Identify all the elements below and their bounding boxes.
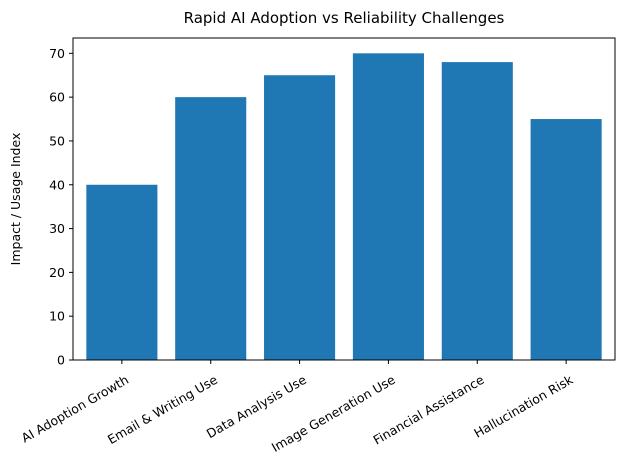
y-tick-label: 0 <box>57 353 65 368</box>
y-tick-label: 50 <box>49 133 65 148</box>
bar-image-generation-use <box>352 53 424 360</box>
y-tick-label: 30 <box>49 221 65 236</box>
bar-hallucination-risk <box>530 119 602 360</box>
y-axis: 0 10 20 30 40 50 60 70 <box>49 46 73 368</box>
bar-ai-adoption-growth <box>86 184 158 360</box>
bars-group <box>86 53 602 361</box>
bar-financial-assistance <box>441 62 513 360</box>
y-tick-label: 60 <box>49 90 65 105</box>
y-tick-label: 10 <box>49 309 65 324</box>
plot-frame <box>72 37 616 361</box>
bar-email-writing-use <box>175 97 247 361</box>
y-axis-label: Impact / Usage Index <box>8 133 23 266</box>
bar-data-analysis-use <box>264 75 336 360</box>
y-tick-label: 40 <box>49 177 65 192</box>
x-tick-label: Hallucination Risk <box>471 372 576 441</box>
y-tick-label: 20 <box>49 265 65 280</box>
y-tick-label: 70 <box>49 46 65 61</box>
chart-title: Rapid AI Adoption vs Reliability Challen… <box>184 9 505 27</box>
